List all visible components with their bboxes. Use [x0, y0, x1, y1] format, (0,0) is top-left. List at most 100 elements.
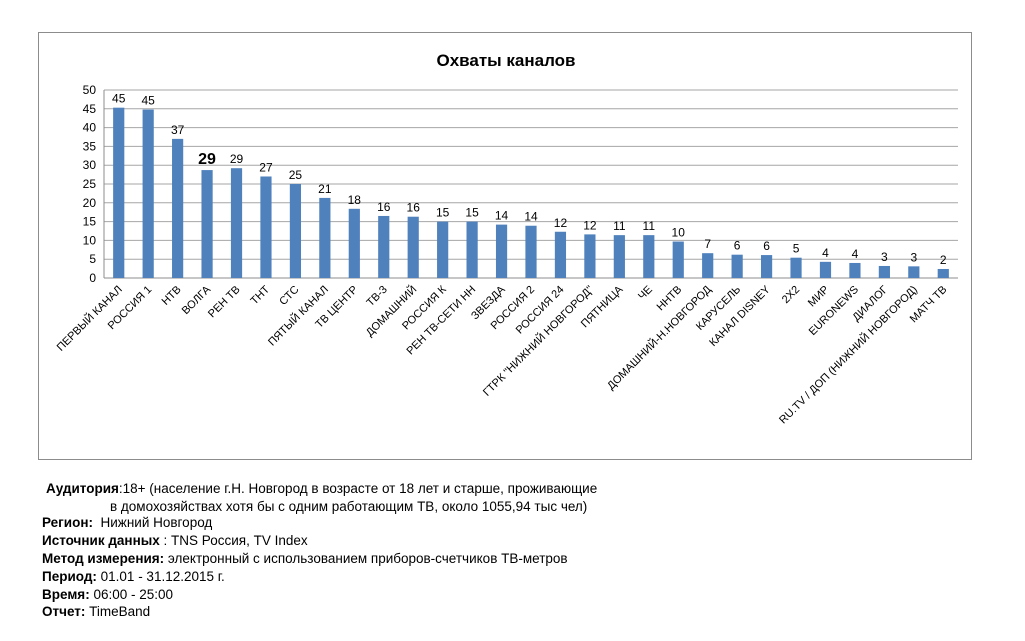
time-label: Время: — [42, 587, 90, 602]
bar — [613, 235, 625, 278]
data-label: 27 — [259, 160, 273, 174]
data-label: 12 — [583, 218, 597, 232]
data-label: 25 — [289, 168, 303, 182]
bar — [260, 176, 272, 278]
x-tick-label: МИР — [806, 284, 832, 310]
report-value: TimeBand — [89, 604, 151, 619]
data-label: 6 — [763, 239, 770, 253]
bar — [289, 184, 302, 278]
y-tick-label: 0 — [89, 271, 96, 285]
info-source: Источник данных : TNS Россия, TV Index — [42, 532, 308, 550]
region-label: Регион: — [42, 515, 93, 530]
info-method: Метод измерения: электронный с использов… — [42, 550, 568, 568]
info-report: Отчет: TimeBand — [42, 603, 150, 621]
bar — [554, 231, 567, 278]
data-label: 3 — [910, 250, 917, 264]
bar — [760, 255, 773, 278]
bar — [142, 109, 154, 278]
y-tick-label: 35 — [83, 139, 97, 153]
bar — [790, 257, 802, 278]
data-label: 14 — [524, 210, 538, 224]
data-label: 11 — [643, 219, 656, 233]
x-tick-label: 2Х2 — [780, 284, 802, 306]
bar — [407, 216, 419, 278]
bar — [849, 262, 861, 278]
data-label: 4 — [822, 246, 829, 260]
bar — [731, 254, 743, 278]
bar — [437, 221, 449, 278]
bar — [466, 221, 478, 278]
y-tick-label: 25 — [83, 177, 97, 191]
bar — [319, 197, 331, 278]
x-tick-label: ТНТ — [248, 283, 272, 307]
data-label: 12 — [554, 216, 568, 230]
method-label: Метод измерения: — [42, 551, 165, 566]
source-value: : TNS Россия, TV Index — [163, 533, 308, 548]
data-label: 5 — [793, 242, 800, 256]
data-label: 16 — [407, 201, 421, 215]
bar — [672, 241, 684, 278]
data-label: 15 — [465, 206, 479, 220]
bar — [378, 215, 390, 278]
auditory-value-1: :18+ (население г.Н. Новгород в возрасте… — [118, 481, 598, 496]
data-label: 4 — [852, 247, 859, 261]
bar — [495, 224, 508, 278]
bar — [525, 225, 537, 278]
bar — [348, 208, 360, 278]
period-value: 01.01 - 31.12.2015 г. — [100, 569, 225, 584]
x-tick-label: ДОМАШНИЙ — [363, 283, 419, 339]
y-tick-label: 40 — [83, 121, 97, 135]
bar — [230, 168, 243, 278]
y-tick-label: 50 — [83, 83, 97, 97]
chart-frame: Охваты каналов 0 5 10 15 20 25 30 35 40 45 50 45 ПЕР… — [38, 32, 972, 460]
time-value: 06:00 - 25:00 — [93, 587, 174, 602]
x-tick-label: НТВ — [160, 284, 184, 308]
region-value: Нижний Новгород — [100, 515, 213, 530]
y-tick-label: 20 — [83, 196, 97, 210]
bar — [113, 107, 125, 278]
data-label: 7 — [704, 237, 711, 251]
x-tick-label: СТС — [277, 284, 301, 308]
y-tick-label: 15 — [83, 215, 97, 229]
bar — [201, 170, 213, 278]
y-tick-label: 5 — [89, 252, 96, 266]
data-label: 37 — [171, 123, 185, 137]
data-label: 15 — [436, 206, 450, 220]
x-tick-label: ТВ-3 — [365, 284, 390, 309]
method-value: электронный с использованием приборов-сч… — [167, 551, 568, 566]
bar — [643, 235, 655, 278]
bar-chart: Охваты каналов 0510152025303540455045ПЕР… — [54, 51, 958, 426]
data-label: 6 — [734, 239, 741, 253]
y-tick-label: 10 — [83, 233, 97, 247]
data-label: 18 — [348, 193, 362, 207]
bar — [584, 234, 596, 278]
data-label: 45 — [112, 92, 126, 106]
bar — [702, 253, 714, 278]
source-label: Источник данных — [42, 533, 160, 548]
data-label: 2 — [940, 253, 947, 267]
info-auditory: Аудитория:18+ (население г.Н. Новгород в… — [46, 480, 597, 498]
bar — [172, 138, 184, 278]
data-label: 29 — [230, 152, 244, 166]
report-label: Отчет: — [42, 604, 86, 619]
chart-title: Охваты каналов — [436, 51, 575, 70]
bar — [878, 265, 890, 278]
y-tick-label: 30 — [83, 158, 97, 172]
bar — [937, 268, 949, 278]
auditory-label: Аудитория — [46, 481, 119, 496]
bar — [908, 266, 920, 278]
data-label: 10 — [672, 226, 686, 240]
x-tick-label: ЧЕ — [636, 284, 655, 303]
info-period: Период: 01.01 - 31.12.2015 г. — [42, 568, 225, 586]
bar — [819, 261, 832, 278]
y-tick-label: 45 — [83, 102, 97, 116]
data-label: 3 — [881, 250, 888, 264]
period-label: Период: — [42, 569, 97, 584]
info-time: Время: 06:00 - 25:00 — [42, 586, 173, 604]
data-label: 11 — [613, 219, 626, 233]
data-label: 45 — [141, 94, 155, 108]
x-tick-label: РЕН ТВ — [206, 284, 243, 321]
data-label: 14 — [495, 209, 509, 223]
data-label: 16 — [377, 200, 391, 214]
data-label: 21 — [318, 182, 332, 196]
